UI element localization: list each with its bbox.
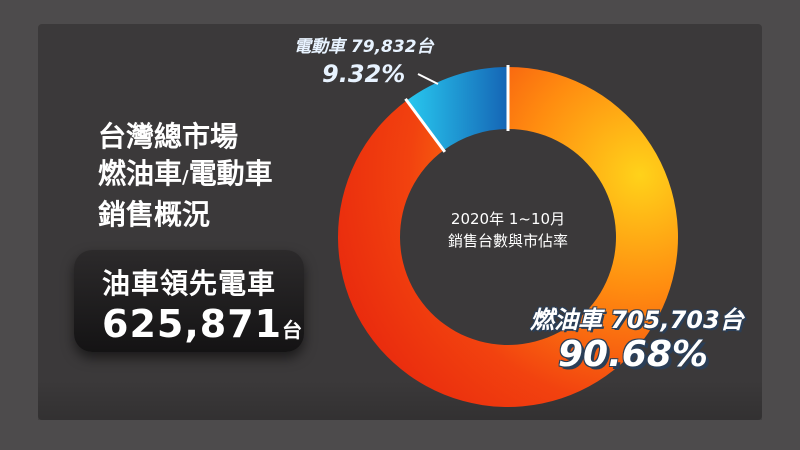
title-ev: 電動車 [188,157,273,190]
highlight-label: 油車領先電車 [102,267,277,300]
panel-shadow [38,380,762,420]
ev-slice-percent: 9.32% [322,60,406,88]
title-separator: / [182,167,189,188]
title-line-3: 銷售概況 [98,198,211,231]
highlight-unit: 台 [282,318,304,342]
title-line-1: 台灣總市場 [98,120,239,153]
center-label-2: 銷售台數與市佔率 [447,232,568,250]
gas-slice-label: 燃油車 705,703台 [530,306,744,334]
highlight-value: 625,871台 [102,302,303,346]
donut-slice-ev [406,67,508,151]
slice-separator-1 [404,97,447,153]
ev-slice-label: 電動車 79,832台 [294,37,434,57]
highlight-number: 625,871 [102,302,283,346]
highlight-badge [74,250,304,352]
donut-slice-gas [338,67,679,407]
title-line-2: 燃油車/電動車 [98,155,273,196]
page-title: 台灣總市場 燃油車/電動車 銷售概況 [98,118,273,233]
ev-leader-line [417,73,439,85]
title-gas: 燃油車 [98,157,183,190]
gas-slice-percent: 90.68% [558,334,708,375]
center-label-1: 2020年 1~10月 [450,210,566,228]
